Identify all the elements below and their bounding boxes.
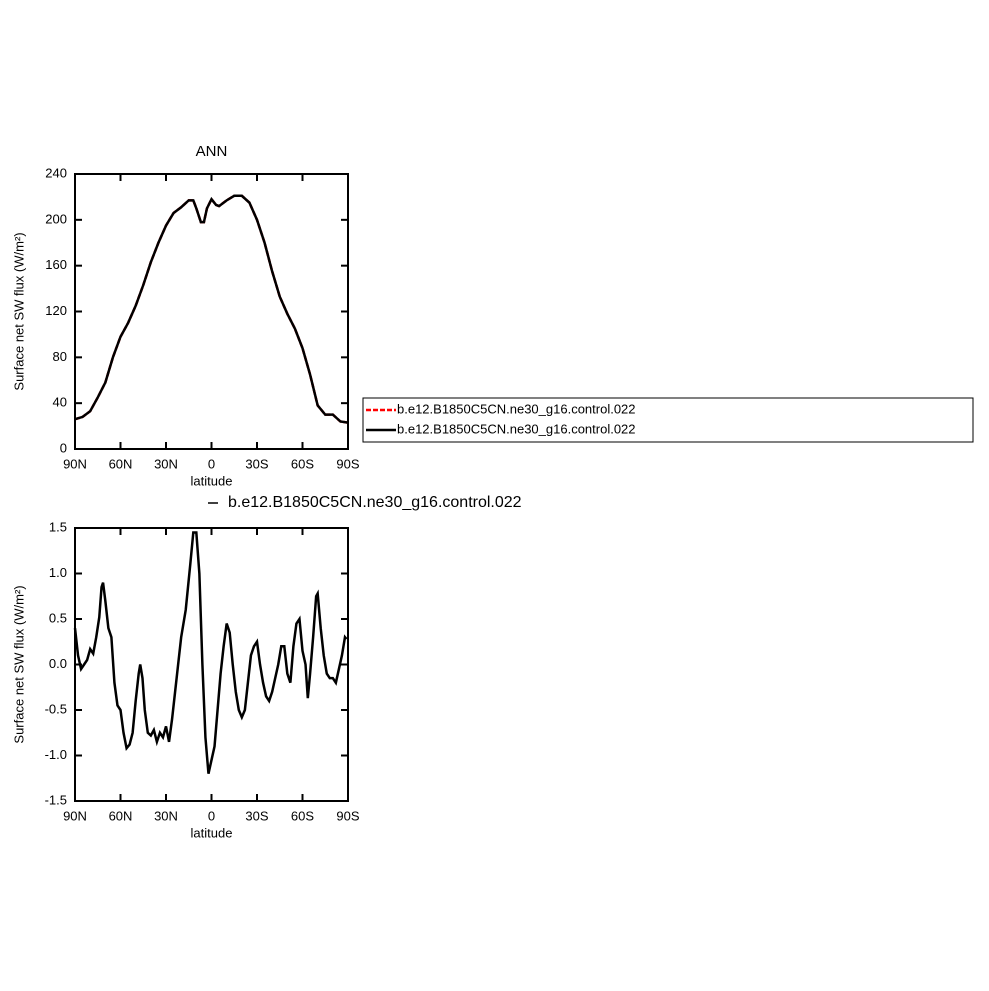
- y-axis-label: Surface net SW flux (W/m²): [11, 585, 26, 743]
- plot-frame: [74, 173, 349, 450]
- y-tick-label: 240: [45, 165, 67, 180]
- y-axis-label: Surface net SW flux (W/m²): [11, 232, 26, 390]
- x-axis-label: latitude: [191, 473, 233, 488]
- x-tick-label: 60S: [291, 808, 314, 823]
- legend-label: b.e12.B1850C5CN.ne30_g16.control.022: [397, 401, 636, 416]
- legend-box: [362, 397, 974, 443]
- x-tick-label: 90S: [336, 456, 359, 471]
- x-tick-label: 30N: [154, 456, 178, 471]
- chart-title: ANN: [196, 143, 228, 160]
- legend-label: b.e12.B1850C5CN.ne30_g16.control.022: [397, 421, 636, 436]
- y-tick-label: 120: [45, 303, 67, 318]
- y-tick-label: 1.0: [49, 565, 67, 580]
- x-tick-label: 90S: [336, 808, 359, 823]
- plot: ANN 90N 60N 30N 0 30S 60S 90S 0 40 80 120 160 200 240 l…: [11, 143, 974, 488]
- x-tick-label: 60N: [109, 456, 133, 471]
- y-tick-label: -0.5: [45, 701, 67, 716]
- plot-frame: [74, 527, 349, 802]
- x-tick-label: 30N: [154, 808, 178, 823]
- y-tick-label: 1.5: [49, 519, 67, 534]
- y-tick-label: -1.5: [45, 792, 67, 807]
- y-tick-label: 160: [45, 257, 67, 272]
- y-tick-label: 0.0: [49, 656, 67, 671]
- data-line: [74, 194, 349, 424]
- x-tick-label: 90N: [63, 456, 87, 471]
- data-line: [73, 531, 348, 774]
- x-tick-label: 0: [208, 808, 215, 823]
- x-tick-label: 30S: [245, 456, 268, 471]
- y-tick-label: 80: [53, 349, 67, 364]
- x-tick-label: 60N: [109, 808, 133, 823]
- plot: 90N 60N 30N 0 30S 60S 90S -1.5 -1.0 -0.5 0.0 0.5 1.0…: [11, 494, 521, 840]
- x-tick-label: 30S: [245, 808, 268, 823]
- x-axis-label: latitude: [191, 825, 233, 840]
- y-tick-label: 40: [53, 395, 67, 410]
- y-tick-label: 200: [45, 211, 67, 226]
- x-tick-label: 0: [208, 456, 215, 471]
- x-tick-label: 60S: [291, 456, 314, 471]
- y-tick-label: 0: [60, 440, 67, 455]
- legend-label: b.e12.B1850C5CN.ne30_g16.control.022: [228, 494, 522, 511]
- y-tick-label: -1.0: [45, 747, 67, 762]
- x-tick-label: 90N: [63, 808, 87, 823]
- y-tick-label: 0.5: [49, 610, 67, 625]
- data-line: [74, 194, 349, 424]
